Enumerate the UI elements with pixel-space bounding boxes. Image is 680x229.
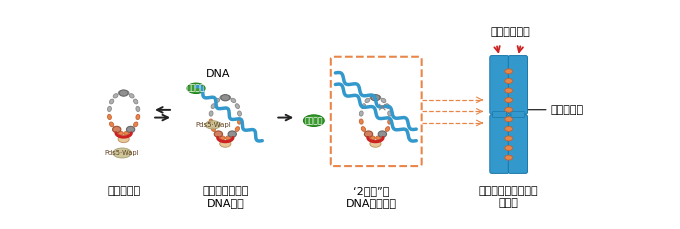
- Ellipse shape: [113, 148, 131, 158]
- Ellipse shape: [133, 99, 138, 104]
- Ellipse shape: [237, 111, 241, 116]
- Ellipse shape: [215, 133, 220, 137]
- Ellipse shape: [505, 88, 513, 93]
- Ellipse shape: [226, 136, 231, 140]
- Ellipse shape: [220, 140, 231, 147]
- Ellipse shape: [126, 126, 135, 133]
- Ellipse shape: [129, 94, 134, 98]
- Text: DNA: DNA: [206, 69, 231, 79]
- Ellipse shape: [505, 145, 513, 150]
- Ellipse shape: [118, 136, 129, 143]
- Ellipse shape: [237, 119, 241, 124]
- Ellipse shape: [505, 69, 513, 74]
- Ellipse shape: [211, 104, 216, 109]
- Ellipse shape: [129, 128, 134, 132]
- Ellipse shape: [205, 121, 220, 129]
- Ellipse shape: [505, 98, 513, 103]
- Text: Pds5·Wapl: Pds5·Wapl: [105, 150, 139, 156]
- Ellipse shape: [359, 119, 363, 124]
- Ellipse shape: [386, 127, 390, 131]
- Text: Pds5·Wapl: Pds5·Wapl: [195, 122, 231, 128]
- Ellipse shape: [378, 131, 386, 137]
- Ellipse shape: [113, 94, 118, 98]
- Ellipse shape: [124, 91, 129, 95]
- Ellipse shape: [235, 104, 239, 109]
- Ellipse shape: [371, 95, 380, 101]
- Ellipse shape: [388, 119, 392, 124]
- Ellipse shape: [118, 131, 123, 135]
- Text: ×: ×: [376, 102, 387, 115]
- Ellipse shape: [505, 155, 513, 160]
- Ellipse shape: [209, 119, 213, 124]
- Ellipse shape: [214, 131, 222, 137]
- Ellipse shape: [136, 106, 140, 112]
- Ellipse shape: [364, 131, 373, 137]
- Ellipse shape: [226, 95, 231, 99]
- Ellipse shape: [136, 114, 140, 120]
- Ellipse shape: [370, 95, 375, 99]
- Ellipse shape: [375, 136, 381, 140]
- Ellipse shape: [505, 79, 513, 83]
- Ellipse shape: [381, 133, 386, 137]
- Ellipse shape: [361, 127, 366, 131]
- Text: 姉妹染色分体間接着
の形成: 姉妹染色分体間接着 の形成: [479, 186, 539, 208]
- Ellipse shape: [505, 126, 513, 131]
- FancyBboxPatch shape: [511, 112, 525, 117]
- Ellipse shape: [505, 107, 513, 112]
- Ellipse shape: [107, 114, 112, 120]
- Ellipse shape: [361, 104, 366, 109]
- Ellipse shape: [109, 122, 114, 127]
- Text: ‘2本目”の
DNAとの結合: ‘2本目”の DNAとの結合: [346, 186, 397, 208]
- FancyBboxPatch shape: [508, 115, 528, 173]
- Text: コヒーシン: コヒーシン: [107, 186, 140, 196]
- Ellipse shape: [381, 98, 386, 103]
- Ellipse shape: [209, 111, 213, 116]
- Ellipse shape: [215, 98, 220, 103]
- Ellipse shape: [220, 95, 225, 99]
- Text: トポロジカルな
DNA結合: トポロジカルな DNA結合: [202, 186, 248, 208]
- Ellipse shape: [388, 111, 392, 116]
- Ellipse shape: [370, 140, 381, 147]
- Ellipse shape: [365, 133, 370, 137]
- Ellipse shape: [505, 117, 513, 122]
- Ellipse shape: [505, 136, 513, 141]
- FancyBboxPatch shape: [490, 56, 509, 114]
- FancyBboxPatch shape: [508, 56, 528, 114]
- Ellipse shape: [211, 127, 216, 131]
- Text: 姉妹染色分体: 姉妹染色分体: [490, 27, 530, 38]
- Ellipse shape: [375, 95, 381, 99]
- Ellipse shape: [113, 126, 121, 133]
- Text: ローダー: ローダー: [305, 116, 323, 125]
- Ellipse shape: [133, 122, 138, 127]
- Ellipse shape: [124, 131, 129, 135]
- Ellipse shape: [187, 83, 205, 93]
- Ellipse shape: [109, 99, 114, 104]
- Ellipse shape: [370, 136, 375, 140]
- Ellipse shape: [107, 106, 112, 112]
- Ellipse shape: [113, 128, 118, 132]
- Ellipse shape: [118, 91, 123, 95]
- Ellipse shape: [231, 98, 236, 103]
- Ellipse shape: [235, 127, 239, 131]
- FancyBboxPatch shape: [490, 115, 509, 173]
- Ellipse shape: [220, 136, 225, 140]
- Ellipse shape: [303, 115, 324, 126]
- Text: コヒーシン: コヒーシン: [550, 105, 583, 115]
- Ellipse shape: [359, 111, 363, 116]
- Text: ローダー: ローダー: [187, 84, 205, 93]
- Ellipse shape: [386, 104, 390, 109]
- Ellipse shape: [228, 131, 237, 137]
- Ellipse shape: [221, 95, 230, 101]
- FancyBboxPatch shape: [492, 112, 507, 117]
- Ellipse shape: [231, 133, 236, 137]
- Ellipse shape: [119, 90, 128, 96]
- Ellipse shape: [365, 98, 370, 103]
